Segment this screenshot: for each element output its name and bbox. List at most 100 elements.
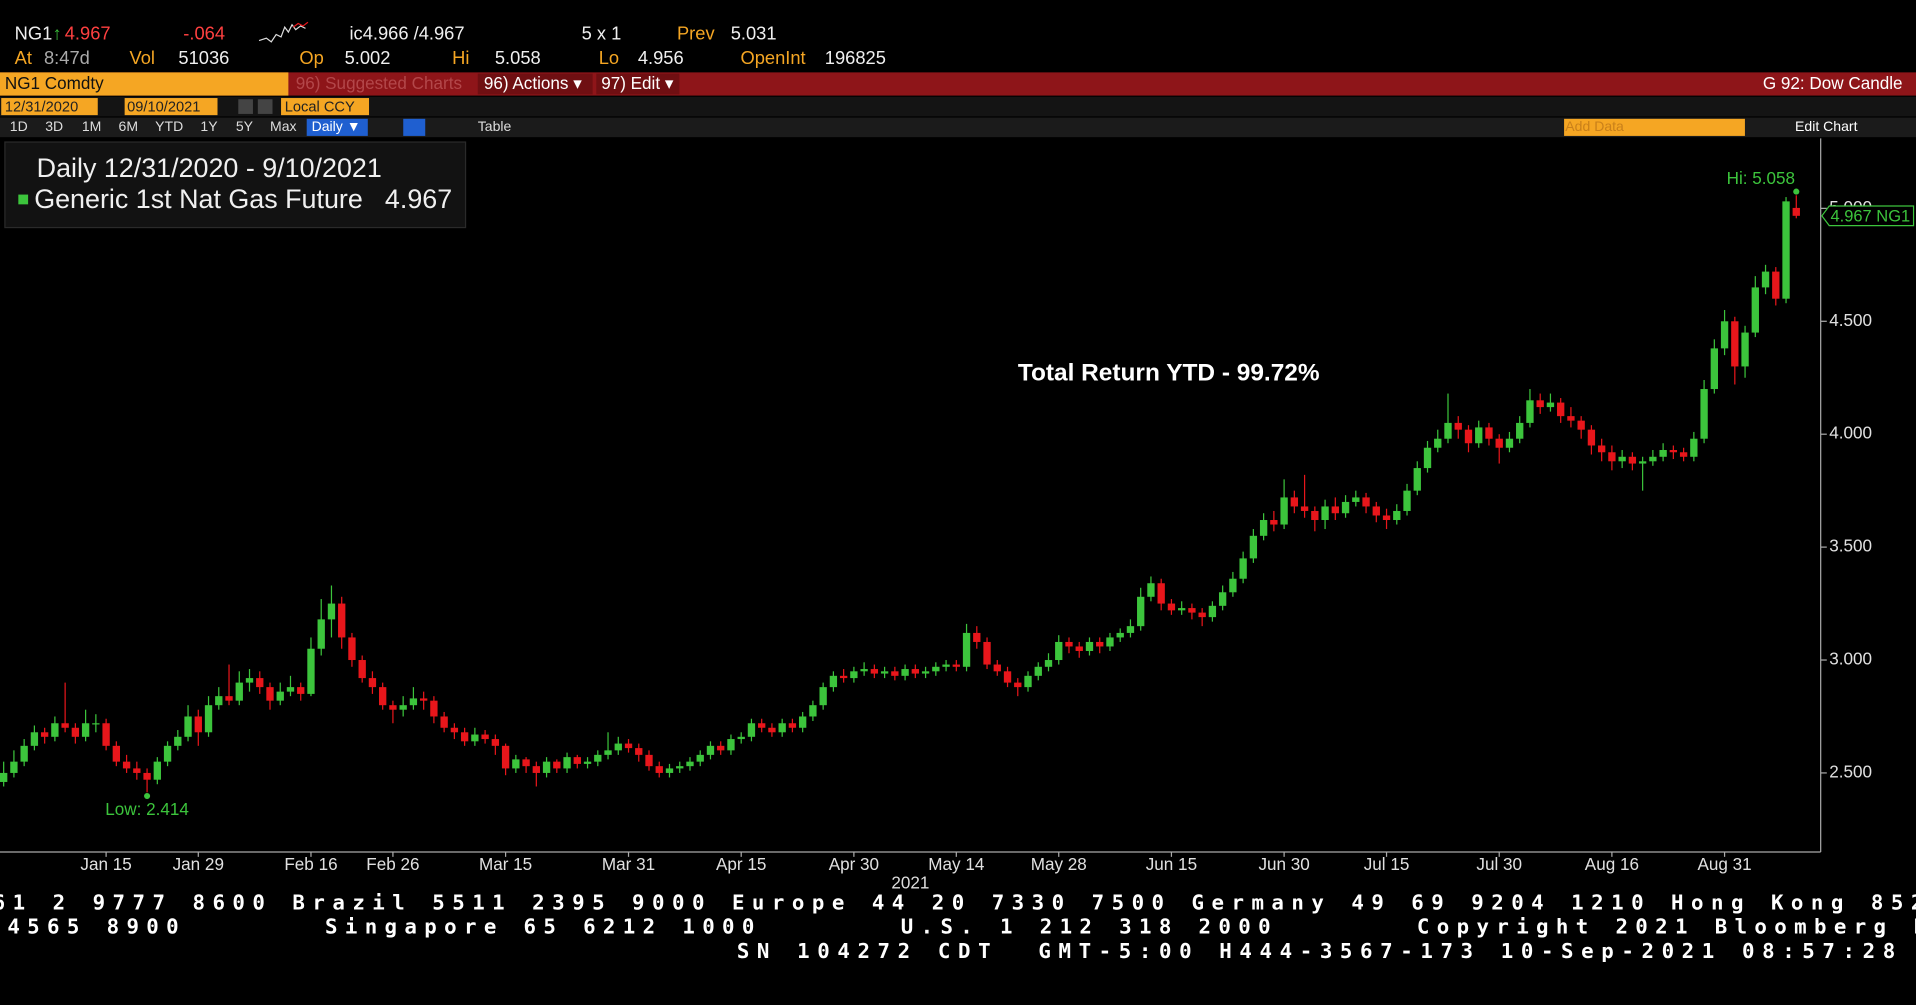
candle-body [51,723,59,737]
edit[interactable]: 97) Edit ▾ [601,74,674,93]
candle-body [686,761,694,767]
end-date-box[interactable] [124,98,218,116]
legend-title: Daily 12/31/2020 - 9/10/2021 [37,153,382,183]
candle-body [71,727,80,737]
candle-body [122,761,131,769]
candle-body [542,761,551,773]
candle-body [932,666,940,672]
candle-body [573,757,581,764]
security[interactable]: NG1 Comdty [5,74,104,93]
start-date-box[interactable] [1,98,98,116]
y-tick-label: 4.500 [1829,311,1872,330]
candle-body [727,739,735,751]
candle-body [1085,641,1094,651]
prev-value: 5.031 [731,22,777,43]
candle-body [839,675,848,679]
range-button[interactable]: 1M [82,118,102,134]
candle-body [389,705,397,710]
start-date[interactable]: 12/31/2020 [5,100,78,116]
candle-body [1526,400,1534,423]
add-data[interactable]: Add Data [1565,118,1624,134]
range-row [0,117,1916,138]
x-tick-label: May 14 [928,855,984,874]
candle-body [768,727,776,733]
x-sublabel: 2021 [891,873,929,892]
candle-body [1188,608,1196,613]
edit-button[interactable] [596,73,680,95]
currency[interactable]: Local CCY [285,100,355,116]
candle-body [1413,468,1421,491]
time-value: 8:47d [44,47,90,68]
candle-body [1659,450,1667,457]
candle-body [942,664,950,667]
candle-body [850,671,858,679]
range-button[interactable]: 5Y [236,118,254,134]
candle-body [1331,506,1339,514]
candle-body [1690,438,1698,457]
actions[interactable]: 96) Actions ▾ [484,74,582,93]
annotation: Total Return YTD - 99.72% [1018,360,1320,387]
candle-body [327,603,336,620]
candle-body [737,736,745,740]
x-tick-label: Jun 30 [1258,855,1309,874]
candle-body [348,637,356,661]
candle-body [1249,535,1258,559]
candle-body [1782,201,1790,299]
candle-body [1628,456,1637,464]
table-button[interactable]: Table [478,118,512,134]
date-row [0,96,1916,117]
candle-body [655,766,663,773]
candle-body [194,716,202,733]
candle-body [553,761,561,769]
chart-type-button[interactable] [403,118,426,136]
range-button[interactable]: YTD [155,118,183,134]
candle-body [1024,675,1032,688]
candle-body [1792,207,1800,216]
candle-body [1454,422,1462,430]
last-price-tag [1821,205,1915,227]
add-data-box[interactable] [1564,118,1745,136]
range-button[interactable]: 1Y [200,118,218,134]
candle-body [1300,506,1309,511]
ticker: NG1 [15,22,53,43]
candle-body [717,745,725,751]
range-button[interactable]: 6M [119,118,139,134]
next-button[interactable] [257,99,273,114]
candle-body [1638,461,1647,464]
high-label: Hi: 5.058 [1727,169,1795,188]
candle-body [819,687,827,706]
low-label: Lo [599,47,619,68]
candle-body [501,745,510,769]
candle-body [1557,402,1565,417]
suggested-charts[interactable]: 96) Suggested Charts [296,74,462,93]
candle-body [1475,427,1483,444]
candle-body [624,743,633,749]
candle-body [419,698,428,701]
prev-button[interactable] [238,99,253,114]
range-button[interactable]: 1D [10,118,28,134]
candle-body [512,759,520,769]
x-tick-label: Mar 15 [479,855,532,874]
end-date[interactable]: 09/10/2021 [127,100,200,116]
candle-body [1516,422,1524,439]
frequency[interactable]: Daily ▼ [312,118,361,134]
edit-chart[interactable]: Edit Chart [1795,118,1858,134]
security-box[interactable] [0,72,289,96]
candle-body [952,664,960,667]
candle-body [891,671,899,676]
range-button[interactable]: Max [270,118,297,134]
candle-body [1014,682,1022,688]
candle-body [1495,438,1503,448]
candle-body [204,705,213,733]
candle-body [665,768,674,773]
candle-body [399,705,407,710]
currency-box[interactable] [281,98,370,116]
candle-body [1106,637,1114,647]
candle-body [798,716,807,728]
actions-button[interactable] [477,73,593,95]
candle-body [1208,605,1217,618]
frequency-box[interactable] [306,118,368,136]
range-button[interactable]: 3D [45,118,63,134]
vol-label: Vol [130,47,155,68]
